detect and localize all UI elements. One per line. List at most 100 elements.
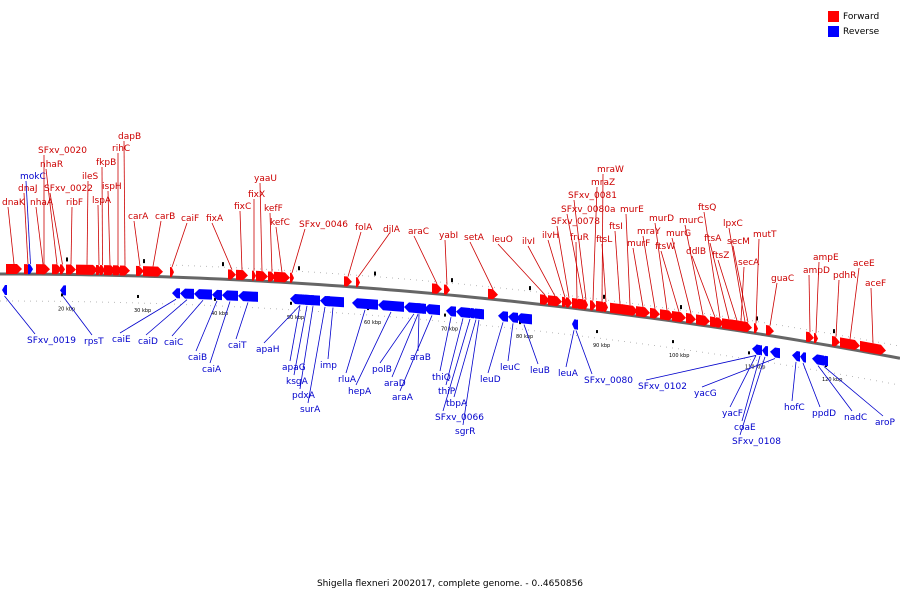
reverse-gene-label: SFxv_0066 (435, 413, 484, 423)
reverse-gene-arrow (792, 351, 800, 362)
reverse-gene-label: apaH (256, 345, 280, 355)
reverse-gene-label: yacG (694, 389, 717, 399)
reverse-swatch (828, 26, 839, 37)
forward-gene-label: murC (679, 216, 703, 226)
reverse-gene-label: araA (392, 393, 414, 403)
reverse-leader-line (817, 365, 853, 412)
forward-gene-label: dnaK (2, 198, 26, 208)
reverse-leader-line (293, 305, 308, 376)
forward-leader-line (7, 206, 15, 265)
forward-leader-line (269, 212, 273, 272)
forward-gene-label: nhaA (30, 198, 54, 208)
forward-leader-line (469, 241, 494, 290)
forward-gene-arrow (256, 270, 268, 282)
forward-gene-label: dapB (118, 132, 141, 142)
forward-gene-arrow (432, 283, 442, 294)
forward-gene-arrow (76, 264, 98, 275)
reverse-gene-label: apaG (282, 363, 306, 373)
forward-gene-label: aceE (853, 259, 875, 269)
forward-gene-label: secM (727, 237, 750, 247)
forward-gene-arrow (840, 337, 860, 350)
forward-leader-line (347, 231, 362, 277)
forward-gene-label: secA (738, 258, 760, 268)
forward-leader-line (614, 230, 621, 305)
forward-gene-label: SFxv_0020 (38, 146, 87, 156)
forward-gene-label: mutT (753, 230, 777, 240)
reverse-gene-label: caiB (188, 353, 207, 363)
forward-leader-line (444, 239, 448, 285)
forward-gene-label: ftsW (655, 242, 675, 252)
forward-gene-arrow (100, 265, 105, 276)
forward-leader-line (101, 166, 103, 266)
reverse-gene-arrow (572, 319, 576, 330)
reverse-leader-line (739, 356, 766, 436)
forward-gene-arrow (6, 264, 22, 274)
forward-gene-label: fkpB (96, 158, 116, 168)
forward-gene-arrow (268, 271, 276, 282)
forward-leader-line (728, 227, 746, 322)
forward-gene-label: ftsL (596, 235, 612, 245)
forward-gene-label: ileS (82, 172, 99, 182)
reverse-gene-label: SFxv_0080 (584, 376, 633, 386)
scale-label: 40 kbp (211, 311, 228, 317)
reverse-gene-label: caiD (138, 337, 158, 347)
reverse-leader-line (62, 296, 93, 336)
forward-leader-line (573, 199, 587, 300)
reverse-gene-label: aroP (875, 418, 896, 428)
forward-gene-arrow (143, 266, 163, 277)
forward-gene-arrow (120, 265, 130, 276)
reverse-gene-label: araD (384, 379, 406, 389)
forward-leader-line (357, 233, 390, 278)
forward-gene-arrow (60, 264, 65, 275)
forward-gene-label: nhaR (40, 160, 63, 170)
scale-tick (290, 301, 292, 305)
reverse-leader-line (462, 319, 480, 426)
forward-leader-line (625, 213, 631, 306)
scale-tick (672, 340, 674, 344)
track-tick (143, 259, 145, 264)
forward-gene-label: ribF (66, 198, 83, 208)
forward-leader-line (211, 222, 233, 270)
reverse-gene-arrow (180, 288, 194, 299)
forward-leader-line (413, 235, 438, 285)
reverse-gene-arrow (574, 319, 578, 330)
forward-leader-line (25, 180, 31, 265)
reverse-leader-line (299, 306, 314, 390)
forward-gene-arrow (566, 297, 572, 308)
reverse-gene-label: ppdD (812, 409, 836, 419)
forward-leader-line (755, 238, 760, 324)
forward-gene-label: murF (627, 239, 650, 249)
reverse-gene-label: caiC (164, 338, 183, 348)
forward-gene-label: SFxv_0081 (568, 191, 617, 201)
scale-label: 120 kbp (822, 377, 842, 383)
forward-gene-label: ilvI (522, 237, 535, 247)
forward-leader-line (769, 282, 778, 326)
reverse-gene-arrow (820, 355, 828, 367)
forward-leader-line (717, 259, 738, 321)
forward-gene-arrow (488, 288, 498, 300)
forward-leader-line (632, 247, 644, 308)
reverse-leader-line (209, 301, 231, 364)
forward-gene-arrow (730, 319, 752, 332)
forward-gene-arrow (754, 323, 758, 334)
forward-leader-line (107, 190, 111, 266)
forward-gene-arrow (814, 332, 818, 344)
reverse-gene-label: ksgA (286, 377, 309, 387)
reverse-gene-label: coaE (734, 423, 756, 433)
forward-gene-arrow (170, 267, 174, 278)
reverse-gene-arrow (378, 300, 404, 312)
reverse-gene-label: leuC (500, 363, 520, 373)
forward-gene-arrow (290, 272, 294, 283)
forward-gene-arrow (42, 264, 46, 275)
scale-tick (748, 351, 750, 355)
forward-gene-arrow (562, 296, 568, 308)
track-tick (756, 316, 758, 321)
forward-leader-line (654, 222, 668, 311)
reverse-gene-arrow (412, 303, 426, 314)
forward-gene-label: djlA (383, 225, 401, 235)
forward-gene-label: fixX (248, 190, 265, 200)
reverse-gene-arrow (172, 288, 180, 299)
reverse-leader-line (263, 305, 301, 344)
forward-gene-label: ftsA (704, 234, 722, 244)
track-tick (833, 329, 835, 334)
